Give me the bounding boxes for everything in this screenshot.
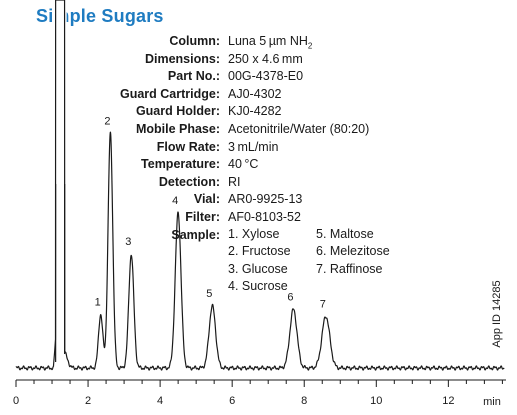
sample-item: 5. Maltose [316,226,374,241]
condition-value: AJ0-4302 [228,86,282,101]
peak-label: 6 [287,291,293,303]
condition-label: Vial: [193,192,220,207]
x-tick-label: 10 [370,395,382,407]
sample-item: 4. Sucrose [228,279,288,294]
chromatogram-trace [15,0,505,371]
peak-label: 4 [172,195,178,207]
condition-label: Flow Rate: [156,139,220,154]
peak-label: 7 [320,298,326,310]
x-tick-label: 6 [229,395,235,407]
condition-label: Temperature: [141,157,220,172]
condition-label: Guard Cartridge: [119,86,220,101]
x-tick-label: 2 [85,395,91,407]
condition-value: 250 x 4.6 mm [228,51,303,66]
x-tick-label: 8 [301,395,307,407]
condition-label: Guard Holder: [135,104,220,119]
condition-value: 00G-4378-E0 [228,69,304,84]
chart-title: Simple Sugars [36,6,164,26]
x-tick-label: 0 [13,395,19,407]
condition-label: Dimensions: [144,51,220,66]
peak-label: 1 [95,297,101,309]
peak-label: 2 [104,115,110,127]
app-id-label: App ID 14285 [491,280,503,347]
condition-label: Filter: [185,210,220,224]
condition-label: Column: [169,34,220,48]
condition-value: AR0-9925-13 [228,192,303,207]
condition-value: Luna 5 µm NH2 [228,34,313,51]
condition-label: Detection: [158,174,220,189]
condition-value: Acetonitrile/Water (80:20) [228,122,370,136]
sample-item: 3. Glucose [228,261,288,276]
condition-label: Mobile Phase: [135,122,220,136]
sample-item: 7. Raffinose [316,261,383,276]
sample-item: 2. Fructose [228,244,291,259]
condition-value: AF0-8103-52 [228,210,301,224]
peak-label: 3 [125,236,131,248]
condition-value-subscript: 2 [307,41,313,51]
condition-value: 3 mL/min [228,139,279,154]
peak-label: 5 [206,288,212,300]
sample-item: 1. Xylose [228,226,280,241]
condition-value: KJ0-4282 [228,104,282,119]
condition-value: 40 °C [228,157,259,172]
condition-value: RI [228,174,241,189]
x-axis-label: min [483,396,501,408]
solvent-front-mask [53,0,67,182]
x-tick-label: 12 [442,395,454,407]
condition-label: Part No.: [167,69,220,84]
sample-item: 6. Melezitose [316,244,390,259]
x-tick-label: 4 [157,395,163,407]
condition-label: Sample: [171,227,220,242]
